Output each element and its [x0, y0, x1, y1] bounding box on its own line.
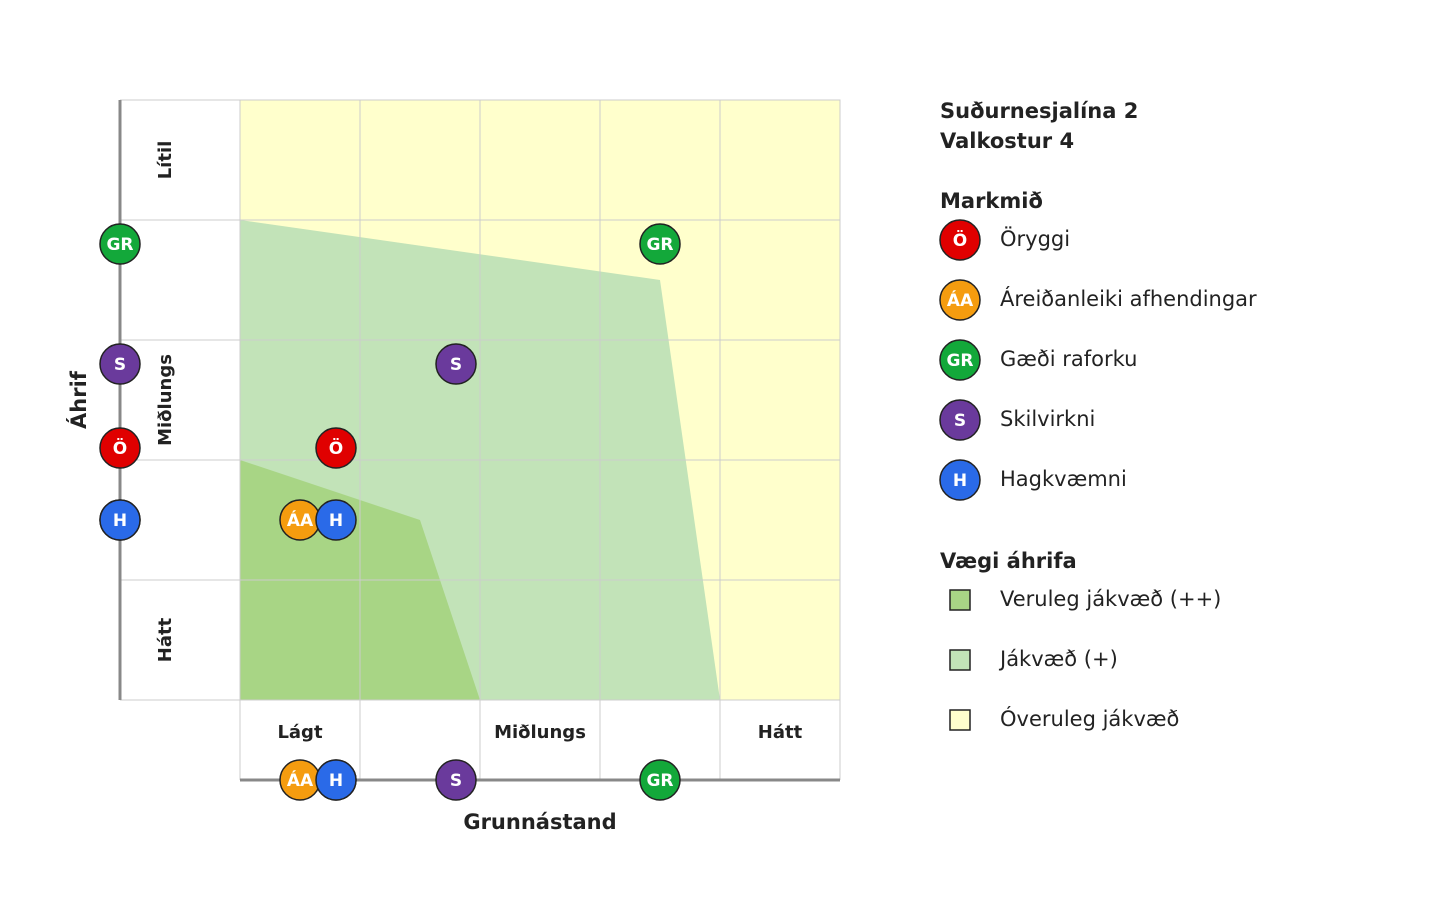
legend-label: Gæði raforku: [1000, 347, 1137, 371]
legend-title: Markmið: [940, 189, 1043, 213]
point: ÁA: [939, 279, 981, 321]
point-label: Ö: [953, 229, 967, 251]
point-circle: [435, 343, 477, 385]
point: Ö: [99, 427, 141, 469]
x-tick-label: Lágt: [277, 722, 323, 743]
zones-title: Vægi áhrifa: [940, 549, 1077, 573]
point-circle: [99, 427, 141, 469]
point: ÁA: [279, 499, 321, 541]
point: H: [315, 759, 357, 801]
legend-label: Öryggi: [1000, 226, 1070, 251]
point: GR: [99, 223, 141, 265]
point: H: [315, 499, 357, 541]
point-label: S: [450, 771, 462, 791]
point-label: H: [113, 511, 127, 531]
point-circle: [435, 759, 477, 801]
point-label: Ö: [329, 437, 343, 459]
point: Ö: [939, 219, 981, 261]
grid: [120, 99, 841, 780]
point-circle: [939, 399, 981, 441]
point-circle: [315, 427, 357, 469]
point: H: [99, 499, 141, 541]
legend-label: Veruleg jákvæð (++): [1000, 587, 1221, 611]
point-label: GR: [646, 235, 673, 255]
legend-label: Jákvæð (+): [998, 647, 1118, 671]
subtitle: Valkostur 4: [940, 129, 1074, 153]
title: Suðurnesjalína 2: [940, 99, 1138, 123]
point-circle: [639, 223, 681, 265]
point-label: S: [954, 411, 966, 431]
point-circle: [99, 343, 141, 385]
point-label: ÁA: [287, 769, 314, 791]
point-label: GR: [646, 771, 673, 791]
legend-swatch: [949, 709, 971, 731]
point-label: GR: [106, 235, 133, 255]
x-tick-label: Hátt: [758, 722, 803, 743]
point-circle: [939, 219, 981, 261]
point-label: ÁA: [287, 509, 314, 531]
point-circle: [99, 223, 141, 265]
point: S: [99, 343, 141, 385]
point: Ö: [315, 427, 357, 469]
y-axis-title: Áhrif: [66, 370, 91, 429]
x-axis-title: Grunnástand: [463, 810, 616, 834]
point: GR: [639, 223, 681, 265]
point-label: ÁA: [947, 289, 974, 311]
point: H: [939, 459, 981, 501]
point: ÁA: [279, 759, 321, 801]
point-label: H: [329, 771, 343, 791]
point: S: [939, 399, 981, 441]
point-label: S: [450, 355, 462, 375]
point-circle: [315, 499, 357, 541]
point-circle: [315, 759, 357, 801]
point-label: H: [953, 471, 967, 491]
x-tick-label: Miðlungs: [494, 722, 586, 743]
point-circle: [939, 459, 981, 501]
y-tick-label: Lítil: [155, 141, 176, 180]
point-circle: [639, 759, 681, 801]
point-circle: [939, 339, 981, 381]
y-tick-label: Miðlungs: [155, 354, 176, 446]
legend-label: Áreiðanleiki afhendingar: [1000, 286, 1257, 311]
point: GR: [939, 339, 981, 381]
point: S: [435, 343, 477, 385]
legend-swatch: [949, 589, 971, 611]
point: S: [435, 759, 477, 801]
point-label: S: [114, 355, 126, 375]
point-circle: [99, 499, 141, 541]
point-label: GR: [946, 351, 973, 371]
legend-label: Skilvirkni: [1000, 407, 1095, 431]
legend-label: Óveruleg jákvæð: [1000, 706, 1179, 731]
point-circle: [939, 279, 981, 321]
point-label: Ö: [113, 437, 127, 459]
point-label: H: [329, 511, 343, 531]
y-tick-label: Hátt: [155, 617, 176, 662]
point: GR: [639, 759, 681, 801]
legend-swatch: [949, 649, 971, 671]
legend-label: Hagkvæmni: [1000, 467, 1127, 491]
